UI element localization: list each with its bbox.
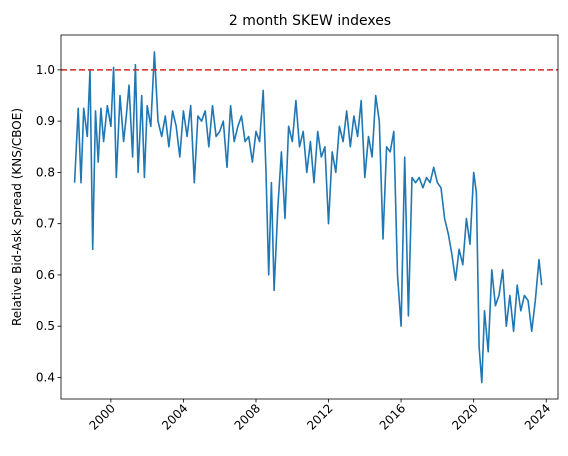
x-tick-label: 2016 (377, 401, 408, 432)
chart-title: 2 month SKEW indexes (229, 13, 391, 29)
y-tick-label: 0.6 (36, 268, 55, 282)
plot-content (61, 51, 558, 384)
x-tick-label: 2012 (304, 401, 335, 432)
y-tick-label: 1.0 (36, 63, 55, 77)
plot-frame (60, 34, 559, 400)
y-tick-label: 0.5 (36, 319, 55, 333)
x-tick-label: 2000 (87, 401, 118, 432)
y-tick-label: 0.7 (36, 217, 55, 231)
x-tick-label: 2020 (449, 401, 480, 432)
y-tick-label: 0.4 (36, 370, 55, 384)
x-tick-label: 2024 (522, 401, 553, 432)
series-line-0 (73, 51, 543, 384)
x-tick-label: 2008 (232, 401, 263, 432)
y-axis-label: Relative Bid-Ask Spread (KNS/CBOE) (10, 108, 24, 326)
x-tick-label: 2004 (159, 401, 190, 432)
y-tick-label: 0.8 (36, 165, 55, 179)
y-tick-label: 0.9 (36, 114, 55, 128)
